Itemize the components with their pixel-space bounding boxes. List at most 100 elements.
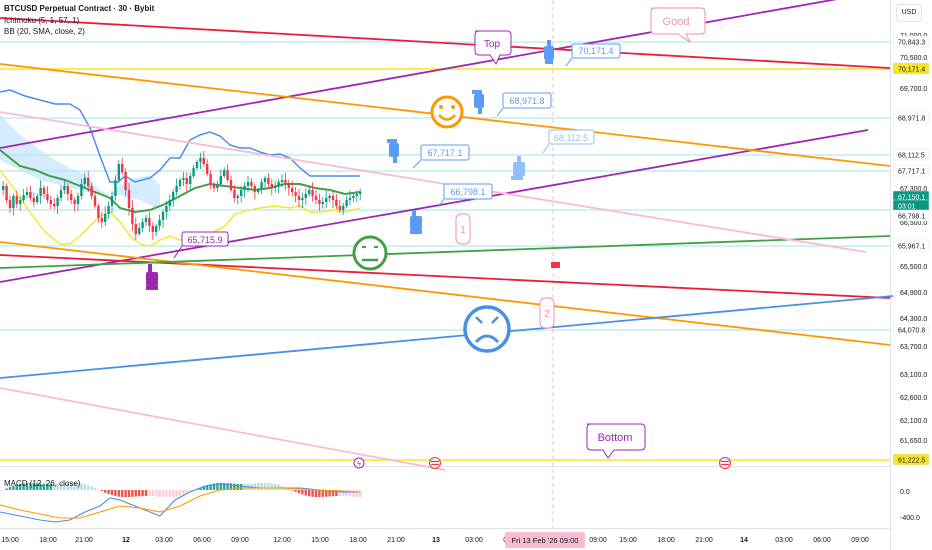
candle-body	[83, 178, 86, 184]
macd-bar	[274, 483, 277, 490]
pointing-hand-icon[interactable]	[410, 210, 422, 234]
happy-face-icon[interactable]	[430, 95, 464, 129]
candle-body	[274, 186, 277, 188]
macd-bar	[219, 482, 222, 490]
macd-bar	[352, 490, 355, 497]
candle-body	[246, 182, 250, 186]
macd-bar	[233, 483, 236, 490]
sad-face-icon[interactable]	[463, 305, 511, 353]
time-tick: 18:00	[39, 537, 57, 544]
macd-bar	[12, 485, 15, 490]
macd-bar	[93, 488, 97, 490]
label-66798[interactable]: 66,798.1	[437, 183, 493, 208]
bollinger-legend[interactable]: BB (20, SMA, close, 2)	[4, 27, 85, 36]
macd-bar	[189, 490, 192, 493]
price-badge: 03:01	[892, 199, 930, 212]
candle-body	[8, 200, 12, 208]
macd-bar	[311, 490, 314, 497]
time-tick: 03:00	[465, 537, 483, 544]
label-65715[interactable]: 65,715.9	[173, 231, 229, 259]
candle-body	[42, 188, 46, 194]
macd-bar	[335, 490, 338, 497]
us-flag-event-icon[interactable]	[429, 457, 441, 469]
candle-body	[212, 184, 216, 188]
candle-body	[107, 206, 110, 214]
macd-bar	[172, 490, 175, 497]
macd-bar	[182, 490, 185, 495]
macd-bar	[331, 490, 335, 497]
ichimoku-legend[interactable]: Ichimoku (5, 1, 57, 1)	[4, 16, 80, 25]
pointing-hand-icon[interactable]	[544, 40, 554, 64]
svg-text:67,150.1: 67,150.1	[898, 195, 925, 202]
price-tick: 70,500.0	[900, 55, 927, 62]
candle-body	[297, 196, 301, 200]
candle-body	[199, 158, 202, 162]
macd-bar	[63, 483, 66, 490]
candle-body	[151, 226, 154, 232]
candle-body	[240, 190, 243, 196]
pointing-hand-icon[interactable]	[472, 90, 484, 114]
time-tick: 15:00	[1, 537, 19, 544]
bollinger-upper	[0, 89, 360, 183]
candle-body	[80, 184, 83, 196]
candle-body	[202, 158, 205, 164]
macd-bar	[202, 486, 205, 490]
price-tick: 64,300.0	[900, 316, 927, 323]
macd-bar	[212, 483, 216, 490]
candle-body	[87, 178, 90, 186]
macd-legend[interactable]: MACD (12, 26, close)	[4, 479, 81, 488]
event-lightning-icon[interactable]: ϟ	[353, 457, 365, 469]
macd-bar	[175, 490, 178, 497]
pointing-hand-icon[interactable]	[146, 264, 158, 290]
candle-body	[318, 200, 321, 204]
label-70171[interactable]: 70,171.4	[565, 43, 621, 67]
price-axis[interactable]: 71,000.070,500.069,700.067,300.066,500.0…	[892, 33, 930, 466]
flag-icon[interactable]	[551, 262, 560, 268]
candle-body	[46, 194, 49, 200]
wave-label-2-text: 2	[544, 309, 550, 320]
neutral-face-icon[interactable]	[352, 235, 388, 271]
macd-bar	[277, 484, 280, 490]
candle-body	[36, 196, 39, 202]
candle-body	[168, 200, 171, 206]
wave-label-2[interactable]: 2	[539, 297, 555, 329]
price-badge: 65,967.1	[892, 239, 930, 252]
callout-top[interactable]: Top	[474, 30, 512, 66]
pointing-hand-icon[interactable]	[511, 156, 525, 180]
macd-bar	[56, 483, 59, 490]
macd-bar	[155, 490, 158, 497]
time-axis[interactable]: 15:00 18:00 21:00 12 03:00 06:00 09:00 12:00 15:…	[1, 537, 869, 544]
candle-body	[158, 220, 161, 226]
candle-body	[5, 186, 8, 200]
wave-label-1[interactable]: 1	[455, 213, 471, 245]
label-68112[interactable]: 68,112.5	[542, 129, 595, 154]
svg-text:68,971.8: 68,971.8	[898, 116, 925, 123]
macd-bar	[66, 483, 69, 490]
macd-bar	[5, 488, 8, 490]
price-tick: 62,600.0	[900, 395, 927, 402]
callout-bottom[interactable]: Bottom	[586, 423, 646, 459]
candle-body	[325, 198, 328, 202]
candle-body	[144, 218, 148, 222]
svg-text:66,798.1: 66,798.1	[898, 214, 925, 221]
currency-button[interactable]: USD	[896, 4, 922, 22]
candle-body	[189, 176, 192, 184]
macd-bar	[348, 490, 352, 497]
price-badge: 70,843.3	[892, 35, 930, 48]
time-tick: 21:00	[387, 537, 405, 544]
candle-body	[110, 196, 114, 206]
candle-body	[345, 200, 348, 206]
candle-body	[359, 192, 362, 194]
label-65715-text: 65,715.9	[187, 235, 222, 245]
macd-bar	[226, 483, 229, 490]
label-67717[interactable]: 67,717.1	[412, 144, 470, 169]
label-66798-text: 66,798.1	[450, 187, 485, 197]
us-flag-event-icon[interactable]	[719, 457, 731, 469]
price-tick: 67,300.0	[900, 186, 927, 193]
pointing-hand-icon[interactable]	[387, 139, 399, 163]
label-68971[interactable]: 68,971.8	[496, 92, 552, 117]
callout-good[interactable]: Good	[650, 7, 706, 44]
svg-text:68,112.5: 68,112.5	[898, 153, 925, 160]
